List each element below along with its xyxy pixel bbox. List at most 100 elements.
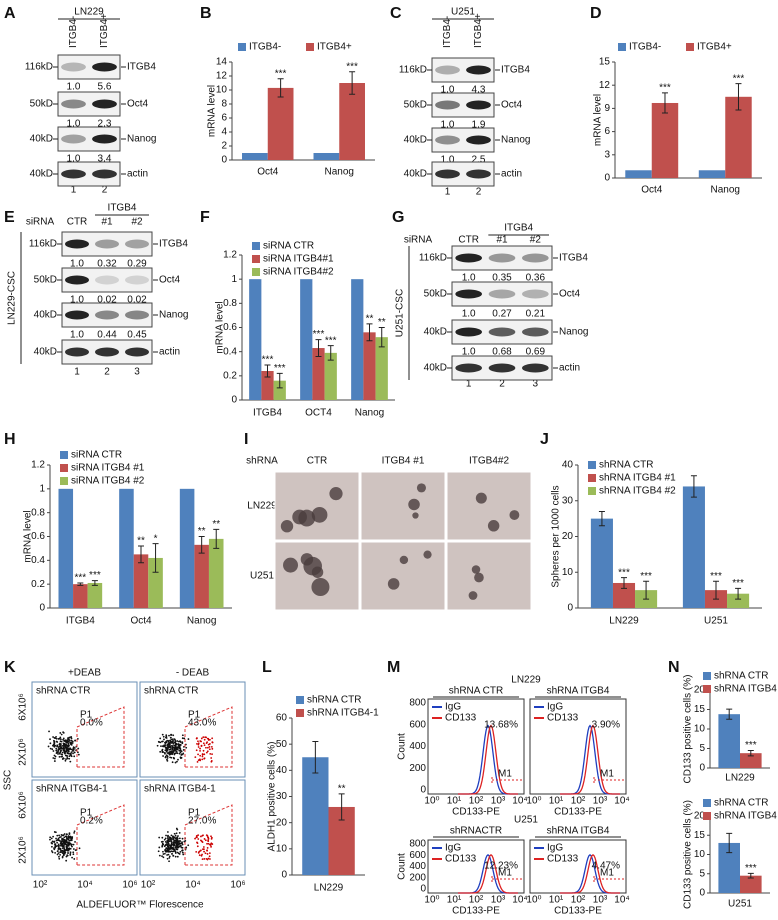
error-bar [277, 78, 284, 98]
event-dot [71, 856, 73, 859]
event-dot [166, 752, 169, 754]
event-dot [49, 742, 52, 745]
blot-title: U251 [451, 7, 475, 18]
band [65, 239, 89, 249]
y-tick-label: 0 [567, 603, 573, 614]
lane-number: 2 [476, 187, 482, 198]
marker-label: 40kD [404, 169, 427, 180]
event-dot [162, 745, 165, 747]
gated-dot [205, 746, 207, 749]
legend-label: IgG [445, 702, 461, 713]
band [455, 253, 482, 263]
gated-dot [206, 746, 209, 749]
gated-dot [195, 749, 198, 752]
y-tick-label: 400 [409, 741, 426, 752]
gated-dot [210, 760, 213, 763]
gated-dot [209, 858, 211, 860]
legend-swatch [588, 487, 596, 495]
event-dot [181, 842, 183, 845]
event-dot [70, 755, 73, 758]
gated-dot [195, 851, 198, 853]
bar [261, 371, 274, 400]
event-dot [167, 839, 170, 842]
bar [302, 757, 329, 875]
lane-number: 3 [134, 367, 140, 378]
event-dot [61, 842, 63, 845]
bar [208, 538, 224, 608]
x-tick-label: Nanog [325, 167, 354, 178]
error-bar [77, 582, 84, 586]
x-tick-label: Oct4 [257, 167, 279, 178]
legend-label: ITGB4+ [697, 42, 732, 53]
gated-dot [210, 837, 213, 840]
significance: *** [262, 355, 274, 366]
event-dot [70, 752, 72, 755]
gated-dot [200, 737, 203, 740]
histogram-curve [458, 724, 518, 795]
event-dot [58, 839, 60, 842]
event-dot [72, 843, 75, 846]
x-tick-label: 10² [571, 895, 586, 906]
event-dot [72, 853, 75, 856]
event-dot [53, 760, 56, 762]
sphere [423, 550, 432, 559]
event-dot [176, 746, 179, 749]
x-tick-label: 10⁰ [424, 796, 439, 807]
error-bar [621, 577, 627, 589]
gated-dot [205, 858, 208, 860]
legend-label: siRNA CTR [71, 450, 122, 461]
gated-dot [197, 742, 200, 745]
event-dot [174, 841, 177, 844]
event-dot [165, 737, 168, 739]
event-dot [63, 847, 65, 850]
y-tick-label: 0 [604, 173, 610, 184]
event-dot [66, 756, 69, 758]
quant-label: 2.3 [98, 119, 112, 130]
quant-label: 1.0 [462, 309, 476, 320]
event-dot [69, 741, 72, 744]
band [466, 135, 491, 145]
x-tick-label: 10⁴ [614, 895, 629, 906]
event-dot [69, 736, 71, 739]
sphere [474, 572, 484, 583]
protein-label: ITGB4 [159, 239, 188, 250]
event-dot [61, 856, 64, 859]
panel-letter: K [4, 659, 16, 676]
legend-swatch [60, 464, 68, 472]
event-dot [166, 745, 169, 748]
micrograph [446, 471, 532, 541]
event-dot [50, 850, 53, 852]
event-dot [69, 835, 72, 838]
event-dot [172, 837, 175, 840]
event-dot [56, 745, 58, 748]
event-dot [159, 737, 162, 740]
y-axis-label: Spheres per 1000 cells [551, 485, 562, 587]
band [435, 169, 460, 179]
lane-number: 2 [499, 379, 505, 390]
y-tick-label: 1.2 [31, 460, 45, 471]
gated-dot [206, 750, 209, 753]
panel-letter: N [668, 659, 680, 676]
y-tick-label: 20 [562, 531, 574, 542]
lane-number: 1 [74, 367, 80, 378]
panel-letter: M [387, 659, 400, 676]
bar [194, 544, 209, 608]
event-dot [55, 747, 58, 750]
x-tick-label: U251 [728, 899, 752, 910]
event-dot [177, 835, 179, 837]
event-dot [53, 847, 55, 850]
gate-percent: 0.0% [80, 718, 103, 729]
gated-dot [197, 834, 200, 837]
y-tick-label: 200 [409, 763, 426, 774]
side-label: LN229-CSC [7, 271, 18, 325]
gated-dot [198, 854, 201, 857]
protein-label: Oct4 [127, 99, 149, 110]
event-dot [181, 734, 184, 737]
quant-label: 0.02 [127, 295, 147, 306]
y-tick-label: 0.6 [223, 322, 237, 333]
marker-label: 40kD [30, 134, 53, 145]
dot-plot-frame [31, 779, 138, 876]
legend-label: shRNA ITGB4-1 [307, 708, 379, 719]
lane-label: #2 [131, 217, 143, 228]
